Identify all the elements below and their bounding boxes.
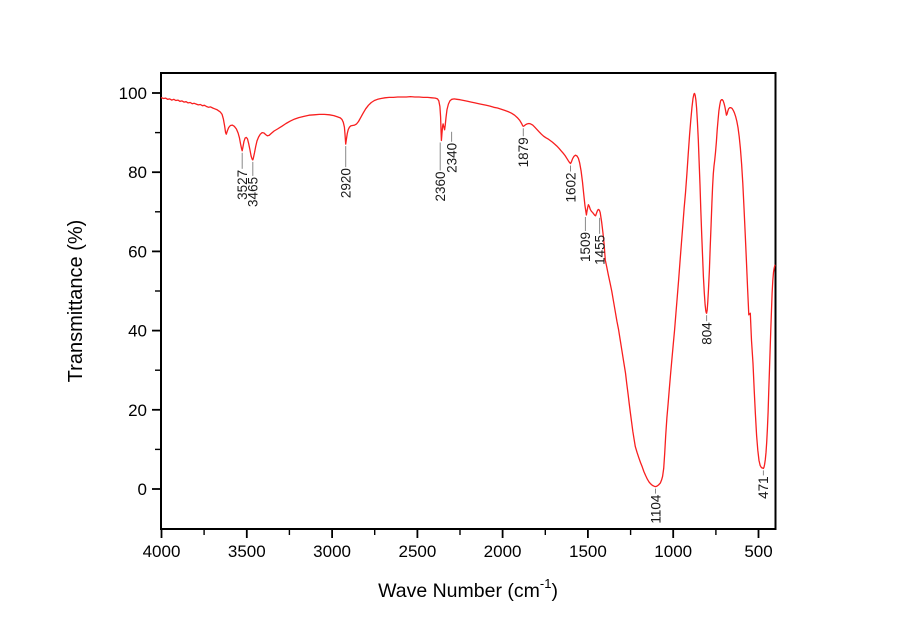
peak-label: 3465	[246, 177, 261, 207]
x-tick-label: 3500	[228, 542, 266, 561]
peak-label: 1509	[578, 232, 593, 262]
y-tick-label: 0	[138, 480, 147, 499]
y-tick-label: 60	[128, 242, 147, 261]
spectrum-series	[160, 92, 776, 488]
peak-label: 2920	[339, 168, 354, 198]
x-tick-label: 1500	[569, 542, 607, 561]
peak-label: 1455	[592, 235, 607, 265]
x-tick-label: 1000	[654, 542, 692, 561]
x-axis-ticks: 4000 3500 3000 2500 2000 1500 1000 500	[143, 530, 773, 561]
peak-label: 1879	[516, 137, 531, 167]
x-tick-label: 3000	[313, 542, 351, 561]
peak-label: 471	[756, 476, 771, 499]
peak-label: 2360	[433, 172, 448, 202]
x-axis-title: Wave Number (cm-1)	[378, 576, 558, 602]
y-tick-label: 20	[128, 401, 147, 420]
y-tick-label: 80	[128, 163, 147, 182]
x-tick-label: 4000	[143, 542, 181, 561]
y-tick-label: 100	[119, 84, 147, 103]
x-tick-label: 500	[744, 542, 772, 561]
spectrum-line	[160, 92, 776, 488]
y-tick-label: 40	[128, 322, 147, 341]
peak-label: 804	[699, 322, 714, 345]
peak-label: 1104	[648, 494, 663, 524]
peak-label: 3527	[235, 170, 250, 200]
x-tick-label: 2500	[398, 542, 436, 561]
y-axis-ticks: 0 20 40 60 80 100	[119, 84, 160, 499]
peak-label: 1602	[563, 173, 578, 203]
y-axis-title: Transmittance (%)	[65, 220, 87, 383]
plot-area-border	[160, 72, 777, 530]
peak-label: 2340	[444, 143, 459, 173]
x-tick-label: 2000	[484, 542, 522, 561]
